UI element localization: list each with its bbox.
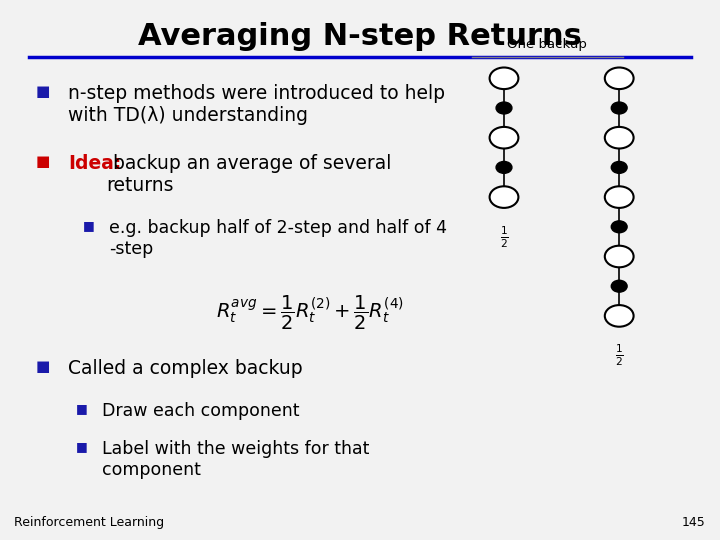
Circle shape (611, 280, 627, 292)
Text: $\frac{1}{2}$: $\frac{1}{2}$ (615, 343, 624, 368)
Text: ■: ■ (76, 440, 87, 453)
Text: ■: ■ (76, 402, 87, 415)
Circle shape (605, 305, 634, 327)
Text: ■: ■ (83, 219, 94, 232)
Circle shape (611, 161, 627, 173)
Text: Label with the weights for that
component: Label with the weights for that componen… (102, 440, 369, 479)
Circle shape (605, 68, 634, 89)
Text: ■: ■ (36, 154, 50, 169)
Circle shape (605, 186, 634, 208)
Text: $R_t^{avg} = \dfrac{1}{2}R_t^{(2)} + \dfrac{1}{2}R_t^{(4)}$: $R_t^{avg} = \dfrac{1}{2}R_t^{(2)} + \df… (216, 294, 404, 333)
Text: Called a complex backup: Called a complex backup (68, 359, 303, 378)
Text: n-step methods were introduced to help
with TD(λ) understanding: n-step methods were introduced to help w… (68, 84, 446, 125)
Circle shape (490, 127, 518, 148)
Circle shape (611, 221, 627, 233)
Text: backup an average of several
returns: backup an average of several returns (107, 154, 391, 195)
Circle shape (611, 102, 627, 114)
Text: Reinforcement Learning: Reinforcement Learning (14, 516, 165, 529)
Text: Averaging N-step Returns: Averaging N-step Returns (138, 22, 582, 51)
Text: e.g. backup half of 2-step and half of 4
-step: e.g. backup half of 2-step and half of 4… (109, 219, 447, 258)
Text: $\frac{1}{2}$: $\frac{1}{2}$ (500, 224, 508, 249)
Circle shape (490, 68, 518, 89)
Circle shape (605, 246, 634, 267)
Circle shape (496, 161, 512, 173)
Text: Draw each component: Draw each component (102, 402, 300, 420)
Text: 145: 145 (682, 516, 706, 529)
Circle shape (605, 127, 634, 148)
Circle shape (490, 186, 518, 208)
Text: ■: ■ (36, 359, 50, 374)
Text: One backup: One backup (508, 38, 587, 51)
Text: ■: ■ (36, 84, 50, 99)
Circle shape (496, 102, 512, 114)
Text: Idea:: Idea: (68, 154, 122, 173)
